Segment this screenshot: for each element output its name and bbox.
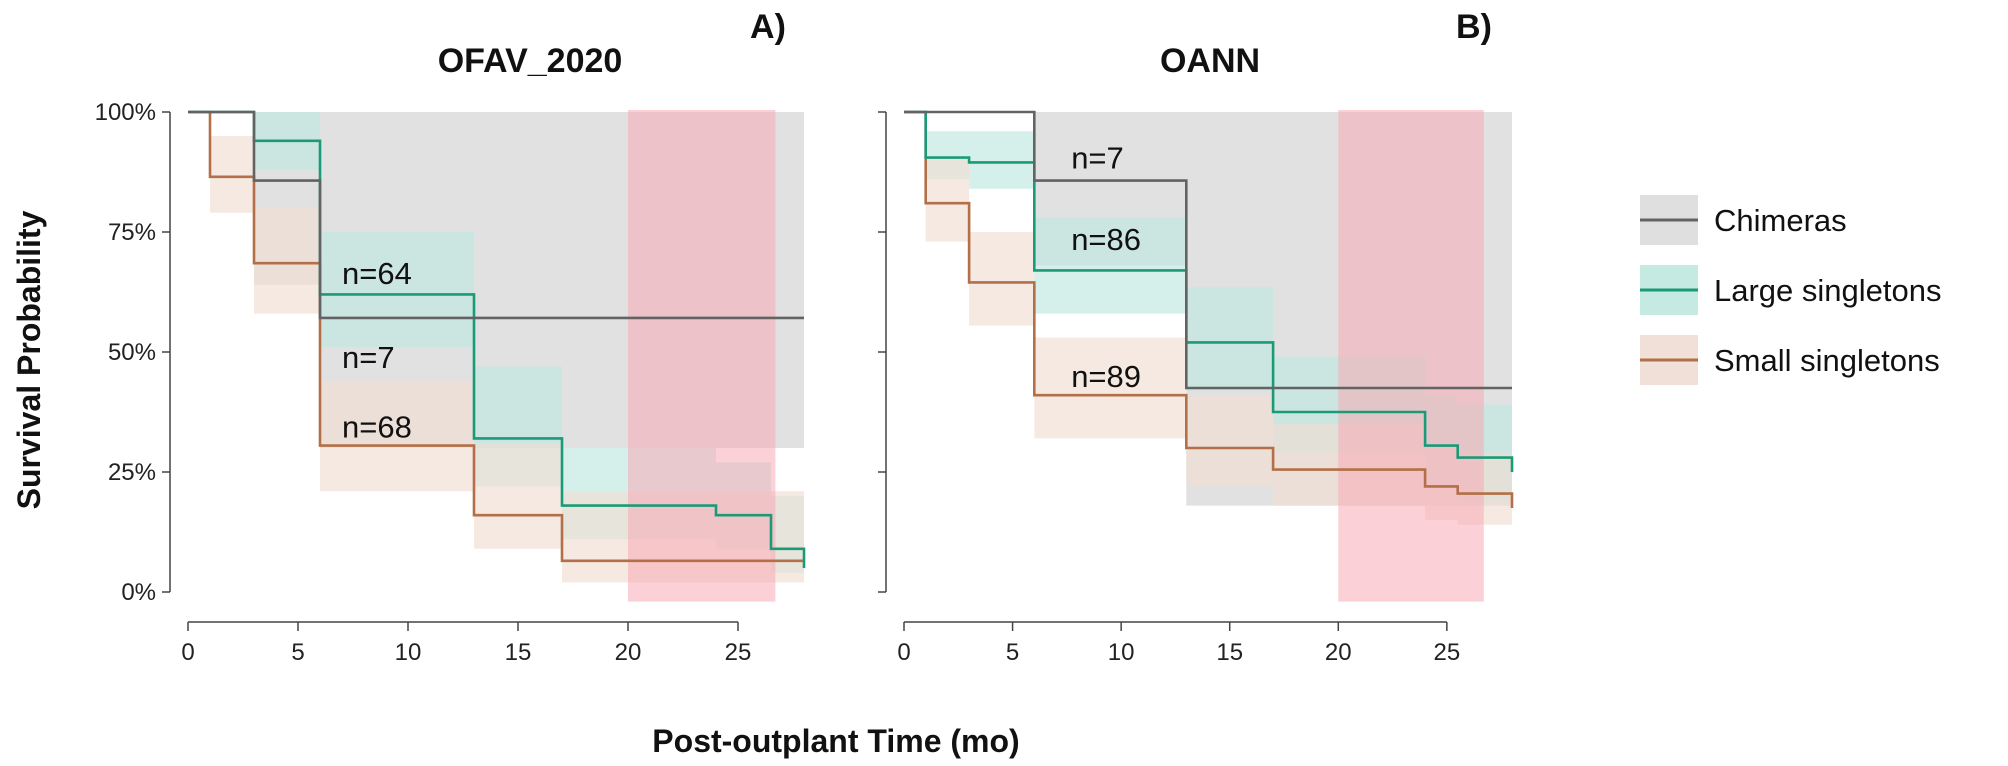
x-tick-label: 15 [1216, 639, 1243, 666]
y-tick-label: 100% [95, 99, 156, 126]
panel-a: 0% 25% 50% 75% 100% 0 5 10 15 20 25 n=64 n=7 n=68 OFAV… [95, 8, 806, 666]
x-tick-label: 10 [1108, 639, 1135, 666]
sample-size-label: n=7 [1071, 141, 1124, 176]
x-tick-label: 20 [1325, 639, 1352, 666]
panels: 0% 25% 50% 75% 100% 0 5 10 15 20 25 n=64 n=7 n=68 OFAV… [95, 8, 1514, 666]
highlight-period [1338, 110, 1484, 602]
survival-line-large [188, 110, 806, 568]
x-tick-label: 20 [615, 639, 642, 666]
x-tick-label: 15 [505, 639, 532, 666]
panel-b: 0 5 10 15 20 25 n=7 n=86 n=89 OANN B) [878, 8, 1514, 666]
sample-size-label: n=7 [342, 340, 395, 375]
panel-title: OANN [1160, 42, 1260, 80]
x-tick-label: 0 [897, 639, 910, 666]
y-tick-label: 0% [121, 579, 156, 606]
legend: Chimeras Large singletons Small singletons [1640, 195, 1942, 385]
sample-size-label: n=86 [1071, 222, 1141, 257]
y-axis-title: Survival Probability [11, 210, 47, 509]
y-tick-label: 75% [108, 219, 156, 246]
sample-size-label: n=68 [342, 409, 412, 444]
panel-label: A) [750, 8, 786, 46]
x-axis-title: Post-outplant Time (mo) [652, 723, 1019, 759]
y-tick-label: 25% [108, 459, 156, 486]
y-tick-label: 50% [108, 339, 156, 366]
survival-line-small [904, 110, 1514, 508]
sample-size-label: n=64 [342, 256, 412, 291]
x-tick-label: 25 [725, 639, 752, 666]
x-tick-label: 5 [1006, 639, 1019, 666]
survival-line-chimeras [904, 110, 1512, 390]
legend-label-small: Small singletons [1714, 343, 1940, 378]
sample-size-label: n=89 [1071, 359, 1141, 394]
x-tick-label: 0 [181, 639, 194, 666]
legend-label-chimeras: Chimeras [1714, 203, 1847, 238]
survival-line-chimeras [188, 110, 804, 320]
panel-title: OFAV_2020 [438, 42, 623, 80]
survival-line-small [188, 110, 804, 563]
x-tick-label: 5 [291, 639, 304, 666]
highlight-period [628, 110, 776, 602]
panel-label: B) [1456, 8, 1492, 46]
ci-band-small [188, 112, 804, 583]
ci-band-small [904, 112, 1512, 525]
legend-label-large: Large singletons [1714, 273, 1942, 308]
x-tick-label: 10 [395, 639, 422, 666]
x-tick-label: 25 [1434, 639, 1461, 666]
